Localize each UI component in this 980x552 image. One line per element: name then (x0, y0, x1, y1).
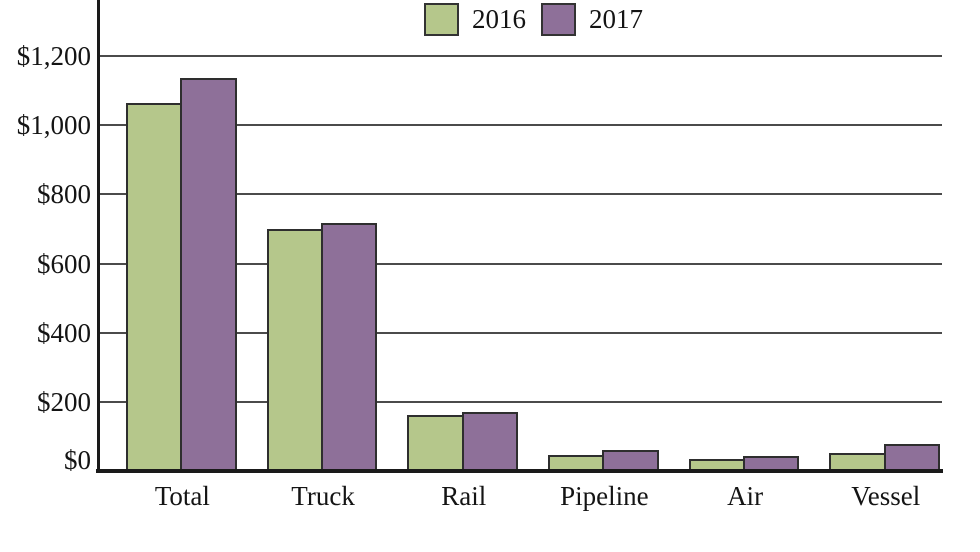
x-label-pipeline: Pipeline (560, 481, 649, 511)
gridline-1000 (98, 124, 942, 127)
x-label-vessel: Vessel (851, 481, 921, 511)
x-label-air: Air (727, 481, 764, 511)
y-tick-label-0: $0 (64, 445, 91, 475)
y-axis-line (97, 0, 100, 472)
legend-swatch-2017 (541, 3, 576, 36)
bar-truck-2016 (266, 228, 324, 471)
bar-total-2017 (180, 77, 237, 471)
bar-total-2016 (126, 102, 183, 471)
bar-pipeline-2017 (602, 449, 659, 471)
legend-item-2017: 2017 (541, 3, 643, 36)
y-tick-label-800: $800 (37, 179, 91, 210)
gridline-400 (98, 331, 942, 334)
y-tick-label-1200: $1,200 (16, 41, 91, 71)
y-tick-label-1000: $1,000 (16, 110, 91, 141)
gridline-200 (98, 400, 942, 403)
gridline-800 (98, 193, 942, 196)
plot-area (98, 0, 942, 471)
gridline-600 (98, 262, 942, 265)
x-axis-line (96, 469, 943, 473)
legend-label-2017: 2017 (589, 4, 643, 34)
x-label-total: Total (154, 481, 210, 511)
y-tick-label-400: $400 (37, 317, 91, 348)
x-label-truck: Truck (291, 481, 355, 511)
chart-legend: 2016 2017 (424, 3, 658, 36)
legend-swatch-2016 (424, 3, 459, 36)
y-tick-label-200: $200 (37, 386, 91, 417)
bar-truck-2017 (321, 223, 378, 471)
y-tick-label-600: $600 (37, 248, 91, 279)
bar-rail-2017 (461, 411, 518, 471)
gridline-1200 (98, 55, 942, 57)
legend-item-2016: 2016 (424, 3, 526, 36)
legend-label-2016: 2016 (472, 4, 526, 34)
bar-rail-2016 (407, 414, 464, 471)
x-label-rail: Rail (441, 481, 487, 511)
bar-vessel-2017 (883, 444, 940, 471)
